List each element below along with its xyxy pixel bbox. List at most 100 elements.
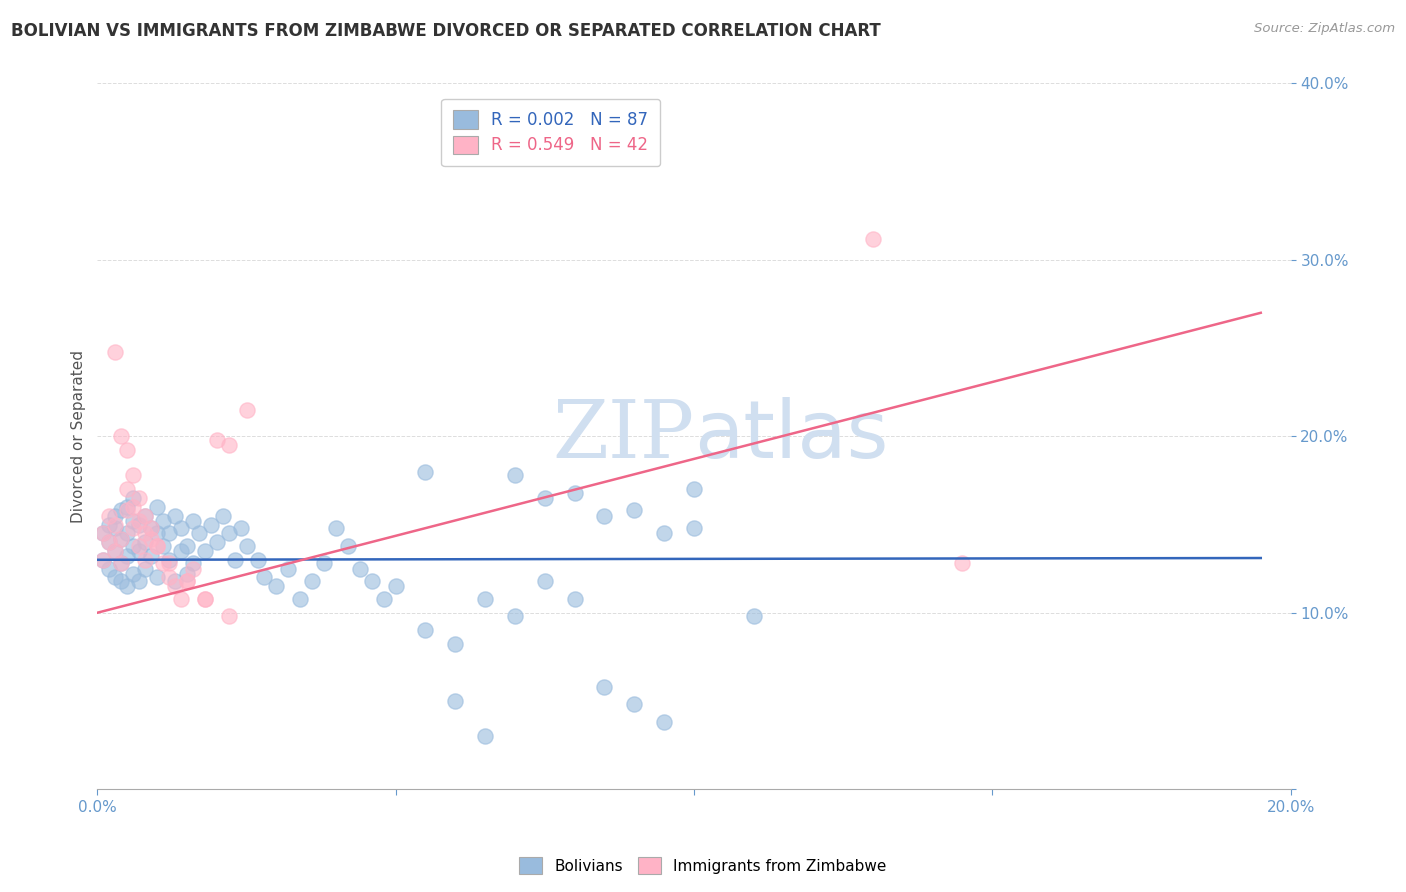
Point bbox=[98, 535, 121, 549]
Point bbox=[163, 579, 186, 593]
Point bbox=[593, 508, 616, 523]
Point bbox=[128, 514, 150, 528]
Point bbox=[110, 532, 132, 546]
Point bbox=[98, 517, 121, 532]
Point bbox=[862, 232, 884, 246]
Point bbox=[115, 482, 138, 496]
Point bbox=[211, 508, 233, 523]
Point bbox=[235, 402, 257, 417]
Point bbox=[110, 557, 132, 571]
Point bbox=[139, 549, 162, 564]
Point bbox=[122, 539, 145, 553]
Point bbox=[134, 508, 156, 523]
Point bbox=[104, 344, 127, 359]
Point bbox=[683, 521, 706, 535]
Point bbox=[533, 491, 555, 505]
Point bbox=[742, 609, 765, 624]
Point bbox=[163, 508, 186, 523]
Point bbox=[128, 574, 150, 588]
Point bbox=[157, 553, 180, 567]
Point bbox=[181, 557, 204, 571]
Point bbox=[444, 638, 467, 652]
Point bbox=[301, 574, 323, 588]
Point bbox=[115, 549, 138, 564]
Point bbox=[122, 500, 145, 514]
Point bbox=[194, 591, 217, 606]
Point bbox=[104, 508, 127, 523]
Point bbox=[349, 561, 371, 575]
Point bbox=[218, 526, 240, 541]
Text: atlas: atlas bbox=[695, 397, 889, 475]
Point bbox=[152, 514, 174, 528]
Point bbox=[277, 561, 299, 575]
Point bbox=[170, 591, 193, 606]
Point bbox=[194, 544, 217, 558]
Point bbox=[146, 539, 169, 553]
Point bbox=[163, 574, 186, 588]
Point bbox=[503, 468, 526, 483]
Point bbox=[623, 503, 645, 517]
Point bbox=[623, 698, 645, 712]
Point bbox=[104, 521, 127, 535]
Point bbox=[152, 539, 174, 553]
Point bbox=[200, 517, 222, 532]
Point bbox=[373, 591, 395, 606]
Point bbox=[98, 535, 121, 549]
Point bbox=[474, 591, 496, 606]
Point bbox=[176, 574, 198, 588]
Point bbox=[115, 526, 138, 541]
Point bbox=[253, 570, 276, 584]
Point bbox=[652, 526, 675, 541]
Point bbox=[139, 521, 162, 535]
Point bbox=[152, 557, 174, 571]
Point bbox=[157, 557, 180, 571]
Point bbox=[170, 544, 193, 558]
Point bbox=[157, 526, 180, 541]
Point bbox=[134, 508, 156, 523]
Point bbox=[110, 557, 132, 571]
Point bbox=[134, 535, 156, 549]
Point bbox=[122, 468, 145, 483]
Point bbox=[110, 429, 132, 443]
Point bbox=[360, 574, 382, 588]
Point bbox=[235, 539, 257, 553]
Point bbox=[683, 482, 706, 496]
Point bbox=[205, 433, 228, 447]
Point bbox=[122, 521, 145, 535]
Point bbox=[247, 553, 270, 567]
Point bbox=[91, 526, 114, 541]
Point bbox=[290, 591, 312, 606]
Point bbox=[91, 526, 114, 541]
Point bbox=[229, 521, 252, 535]
Point bbox=[134, 561, 156, 575]
Point bbox=[122, 491, 145, 505]
Point bbox=[325, 521, 347, 535]
Point bbox=[134, 553, 156, 567]
Legend: R = 0.002   N = 87, R = 0.549   N = 42: R = 0.002 N = 87, R = 0.549 N = 42 bbox=[441, 99, 661, 166]
Point bbox=[157, 570, 180, 584]
Point bbox=[194, 591, 217, 606]
Point bbox=[98, 508, 121, 523]
Point bbox=[564, 591, 586, 606]
Point bbox=[218, 438, 240, 452]
Point bbox=[564, 485, 586, 500]
Point bbox=[115, 443, 138, 458]
Point bbox=[139, 532, 162, 546]
Text: ZIP: ZIP bbox=[553, 397, 695, 475]
Point bbox=[146, 526, 169, 541]
Point bbox=[110, 574, 132, 588]
Point bbox=[104, 544, 127, 558]
Point bbox=[146, 539, 169, 553]
Point bbox=[415, 624, 437, 638]
Point bbox=[122, 566, 145, 581]
Point bbox=[122, 514, 145, 528]
Point bbox=[170, 521, 193, 535]
Point bbox=[110, 532, 132, 546]
Point bbox=[312, 557, 335, 571]
Point bbox=[503, 609, 526, 624]
Point bbox=[91, 553, 114, 567]
Point bbox=[139, 521, 162, 535]
Point bbox=[952, 557, 974, 571]
Point bbox=[104, 544, 127, 558]
Point bbox=[115, 503, 138, 517]
